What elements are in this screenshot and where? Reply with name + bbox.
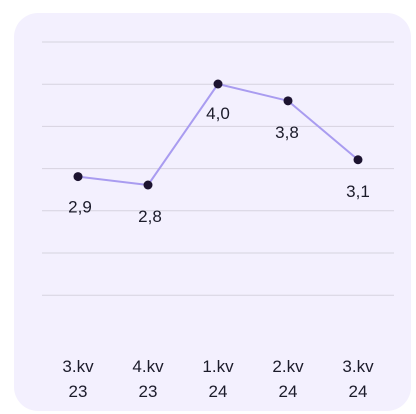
x-tick-label-line1: 3.kv bbox=[342, 357, 374, 376]
data-point bbox=[353, 155, 363, 165]
data-point bbox=[283, 96, 293, 106]
x-tick-label-line1: 3.kv bbox=[62, 357, 94, 376]
data-label: 3,1 bbox=[346, 182, 370, 201]
x-tick-label-line2: 24 bbox=[279, 382, 298, 401]
data-points bbox=[73, 79, 363, 190]
data-label: 3,8 bbox=[275, 123, 299, 142]
x-tick-label-line1: 4.kv bbox=[132, 357, 164, 376]
data-label: 2,9 bbox=[68, 198, 92, 217]
data-point bbox=[143, 180, 153, 190]
chart-card bbox=[14, 13, 411, 411]
x-tick-label-line2: 24 bbox=[209, 382, 228, 401]
x-tick-label-line2: 23 bbox=[69, 382, 88, 401]
data-label: 2,8 bbox=[138, 207, 162, 226]
x-tick-label-line1: 1.kv bbox=[202, 357, 234, 376]
series-line-group bbox=[77, 83, 359, 186]
x-tick-label-line1: 2.kv bbox=[272, 357, 304, 376]
data-labels: 2,9 2,8 4,0 3,8 3,1 bbox=[68, 104, 370, 226]
x-axis-tick-labels: 3.kv 23 4.kv 23 1.kv 24 2.kv 24 3.kv 24 bbox=[62, 357, 374, 401]
data-point bbox=[213, 79, 223, 89]
x-tick-label-line2: 23 bbox=[139, 382, 158, 401]
data-point bbox=[73, 172, 83, 182]
data-label: 4,0 bbox=[206, 104, 230, 123]
series-line bbox=[77, 83, 359, 186]
x-tick-label-line2: 24 bbox=[349, 382, 368, 401]
